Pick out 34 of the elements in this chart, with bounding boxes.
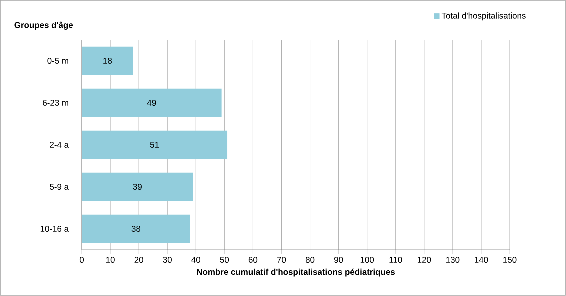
x-tick-label: 60 [248,257,258,263]
x-tick-label: 130 [446,257,460,263]
data-label: 49 [147,100,156,106]
y-tick-label: 0-5 m [48,58,68,64]
y-tick-label: 10-16 a [40,226,69,232]
x-tick-label: 140 [475,257,488,263]
x-tick-label: 120 [418,257,432,263]
x-tick-label: 50 [220,257,230,263]
data-label: 38 [132,226,141,232]
bar [82,88,222,118]
x-tick-label: 100 [360,257,374,263]
x-tick-label: 110 [390,257,402,263]
y-tick-label: 5-9 a [50,184,69,190]
y-tick-label: 6-23 m [43,100,68,106]
x-tick-label: 0 [80,257,84,263]
bar [82,172,194,202]
x-tick-label: 20 [134,257,144,263]
x-tick-label: 40 [192,257,201,263]
bar [82,214,190,244]
bar [82,46,134,76]
x-axis-title: Nombre cumulatif d'hospitalisations pédiatriques [197,268,395,277]
data-label: 39 [133,184,142,190]
x-tick-label: 10 [106,257,115,263]
data-label: 18 [104,58,112,64]
bar [82,130,228,160]
x-tick-label: 70 [277,257,286,263]
y-tick-label: 2-4 a [50,142,69,148]
data-label: 51 [150,142,160,148]
y-axis-title: Groupes d'âge [14,22,74,30]
x-tick-label: 90 [334,257,344,263]
x-tick-label: 80 [306,257,315,263]
x-tick-label: 150 [504,257,517,263]
x-tick-label: 30 [163,257,172,263]
legend-label: Total d'hospitalisations [442,12,526,21]
